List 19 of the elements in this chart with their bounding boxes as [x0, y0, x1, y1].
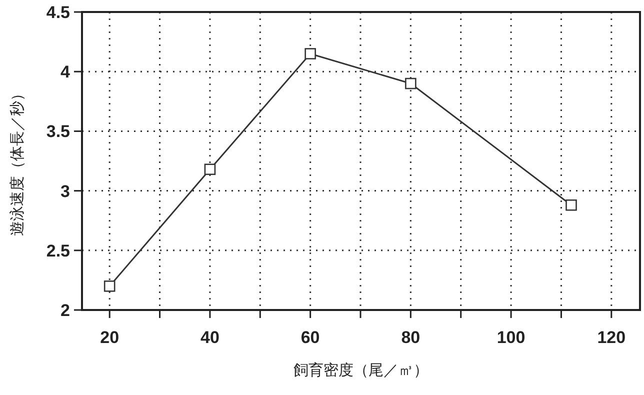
point [304, 48, 316, 60]
x-tick-label: 40 [200, 328, 220, 347]
x-axis-title: 飼育密度（尾／㎥） [294, 362, 428, 379]
point [204, 164, 216, 175]
point [405, 78, 416, 90]
x-tick-label: 100 [496, 328, 526, 347]
x-tick-label: 80 [401, 328, 420, 347]
x-tick-label: 20 [100, 328, 120, 347]
point [104, 280, 116, 292]
y-tick-label: 4.5 [46, 3, 70, 22]
point [566, 199, 577, 211]
y-axis-title: 遊泳速度（体長／秒） [9, 86, 26, 236]
x-tick-label: 60 [300, 328, 320, 347]
y-tick-label: 4 [60, 62, 71, 82]
y-tick-label: 2.5 [46, 241, 70, 260]
y-tick-label: 2 [60, 301, 70, 320]
y-tick-label: 3.5 [46, 122, 70, 142]
y-tick-label: 3 [60, 182, 70, 201]
x-tick-label: 120 [597, 328, 626, 347]
